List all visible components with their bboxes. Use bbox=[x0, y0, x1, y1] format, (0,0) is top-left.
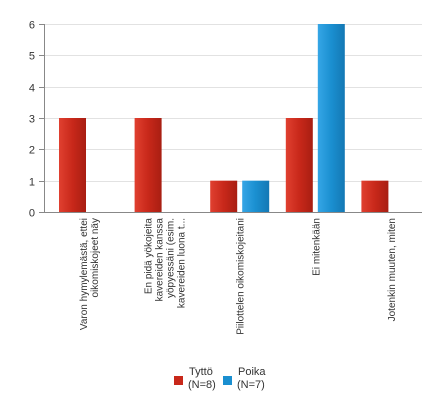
bars bbox=[59, 24, 389, 212]
category-label-line: En pidä yökojeita bbox=[144, 218, 155, 295]
bar-girl-3 bbox=[210, 180, 238, 212]
axes bbox=[39, 24, 422, 213]
bar-girl-2 bbox=[134, 118, 162, 212]
category-label: Jotenkin muuten, miten bbox=[387, 218, 398, 321]
bar-boy-4 bbox=[317, 24, 345, 212]
bar-chart: 0 1 2 3 4 5 6 Varon hymylemästä, etteioikomisk… bbox=[29, 20, 422, 335]
legend-swatch-girl bbox=[174, 376, 183, 385]
y-tick-labels: 0 1 2 3 4 5 6 bbox=[29, 20, 35, 220]
legend-count-boy: (N=7) bbox=[237, 379, 265, 391]
category-label-line: Jotenkin muuten, miten bbox=[387, 218, 398, 321]
category-label: Ei mitenkään bbox=[311, 218, 322, 276]
legend-label-girl: Tyttö bbox=[189, 366, 213, 378]
legend-swatch-boy bbox=[223, 376, 232, 385]
category-label-line: Ei mitenkään bbox=[311, 218, 322, 276]
category-labels: Varon hymylemästä, etteioikomiskojeet nä… bbox=[79, 218, 398, 335]
y-tick-label: 1 bbox=[29, 177, 35, 189]
category-label-line: yöpyessäni (esim. bbox=[166, 218, 177, 298]
legend: Tyttö (N=8) Poika (N=7) bbox=[0, 366, 440, 400]
bar-girl-5 bbox=[361, 180, 389, 212]
legend-count-girl: (N=8) bbox=[188, 379, 216, 391]
category-label-line: kavereiden kanssa bbox=[155, 218, 166, 302]
y-tick-label: 2 bbox=[29, 145, 35, 157]
category-label-line: Piilottelen oikomiskojeitani bbox=[236, 218, 247, 335]
category-label: Varon hymylemästä, etteioikomiskojeet nä… bbox=[79, 218, 101, 330]
category-label-line: Varon hymylemästä, ettei bbox=[79, 218, 90, 330]
bar-girl-4 bbox=[285, 118, 313, 212]
y-tick-label: 4 bbox=[29, 83, 35, 95]
y-tick-label: 0 bbox=[29, 208, 35, 220]
category-label-line: kavereiden luona t... bbox=[177, 218, 188, 308]
y-tick-label: 3 bbox=[29, 114, 35, 126]
category-label-line: oikomiskojeet näy bbox=[90, 218, 101, 297]
bar-girl-1 bbox=[59, 118, 86, 212]
legend-label-boy: Poika bbox=[238, 366, 266, 378]
grid-lines bbox=[44, 24, 422, 182]
y-tick-label: 5 bbox=[29, 51, 35, 63]
bar-boy-3 bbox=[242, 180, 270, 212]
category-label: En pidä yökojeitakavereiden kanssayöpyes… bbox=[144, 218, 188, 308]
y-tick-label: 6 bbox=[29, 20, 35, 32]
category-label: Piilottelen oikomiskojeitani bbox=[236, 218, 247, 335]
